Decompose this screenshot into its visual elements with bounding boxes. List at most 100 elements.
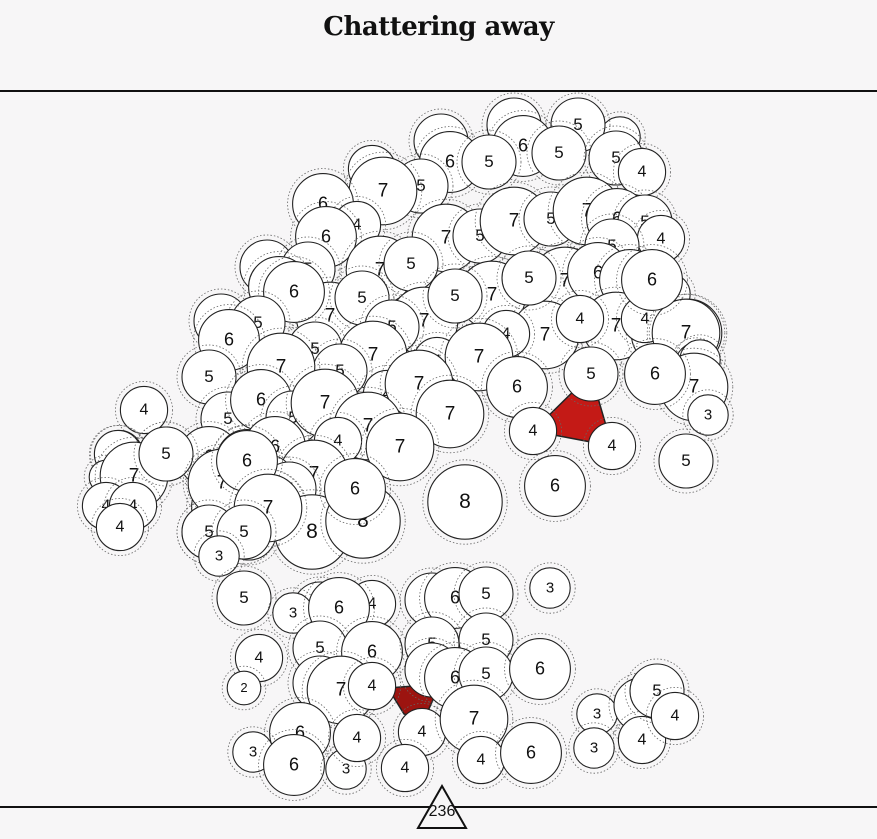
bubble-label: 4	[353, 217, 362, 234]
bubble-label: 6	[256, 389, 266, 409]
bubble-label: 5	[406, 254, 415, 273]
bubble-label: 7	[263, 498, 274, 519]
bubble-label: 5	[681, 451, 690, 470]
bubble-halo	[524, 562, 576, 614]
bubble-label: 4	[418, 724, 427, 741]
bubble-node: 5	[653, 428, 719, 494]
bubble-halo	[496, 245, 562, 311]
bubble-halo	[646, 687, 705, 746]
bubble-circle	[587, 421, 637, 471]
bubble-circle	[563, 346, 619, 402]
bubble-label: 7	[445, 404, 456, 425]
bubble-label: 4	[638, 732, 647, 749]
bubble-halo	[495, 717, 567, 789]
bubble-halo	[228, 468, 308, 548]
bubble-label: 3	[593, 705, 601, 722]
bubble-halo	[519, 450, 591, 522]
bubble-label: 7	[368, 345, 379, 366]
bubble-label: 7	[469, 709, 480, 730]
bubble-halo	[613, 711, 672, 770]
bubble-label: 7	[560, 271, 571, 292]
bubble-halo	[91, 497, 150, 556]
bubble-halo	[616, 244, 688, 316]
bubble-halo	[211, 425, 283, 497]
bubble-node: 3	[568, 722, 620, 774]
bubble-label: 5	[475, 226, 484, 245]
bubble-label: 4	[638, 164, 647, 181]
bubble-circle	[95, 502, 145, 552]
bubble-label: 6	[535, 658, 545, 678]
page-number-triangle	[416, 784, 468, 829]
bubble-label: 4	[334, 433, 343, 450]
bubble-label: 5	[223, 409, 232, 428]
bubble-node: 4	[583, 416, 642, 475]
bubble-label: 5	[481, 584, 490, 603]
bubble-label: 5	[481, 630, 490, 649]
bubble-label: 7	[487, 285, 498, 306]
bubble-label: 7	[611, 316, 622, 337]
bubble-label: 7	[681, 323, 692, 344]
bubble-node: 7	[434, 679, 514, 759]
bubble-halo	[320, 743, 372, 795]
bubble-halo	[375, 739, 434, 798]
bubble-label: 7	[582, 201, 593, 222]
bubble-label: 3	[590, 739, 598, 756]
bubble-node: 4	[91, 497, 150, 556]
bubble-halo	[343, 151, 423, 231]
bubble-label: 4	[657, 231, 666, 248]
bubble-label: 7	[276, 357, 287, 378]
bubble-node: 4	[551, 289, 610, 348]
bubble-label: 4	[368, 596, 377, 613]
bubble-circle	[427, 464, 503, 540]
bubble-circle	[509, 638, 571, 700]
bubble-node: 5	[422, 263, 488, 329]
bubble-label: 6	[334, 597, 344, 617]
bubble-node: 4	[342, 657, 401, 716]
bubble-label: 7	[375, 260, 386, 281]
bubble-label: 4	[102, 498, 111, 515]
bubble-label: 3	[289, 604, 297, 621]
bubble-node: 3	[193, 530, 245, 582]
bubble-halo	[221, 665, 267, 711]
bubble-label: 8	[357, 509, 369, 532]
bubble-halo	[456, 129, 522, 195]
bubble-node: 4	[646, 687, 705, 746]
bubble-label: 3	[342, 760, 350, 777]
bubble-halo	[632, 209, 691, 268]
bubble-node: 4	[229, 629, 288, 688]
bubble-node: 4	[503, 401, 562, 460]
bubble-label: 3	[215, 547, 223, 564]
bubble-halo	[682, 389, 734, 441]
bubble-node: 4	[327, 709, 386, 768]
bubble-halo	[504, 633, 576, 705]
bubble-label: 4	[116, 519, 125, 536]
bubble-circle	[621, 249, 683, 311]
bubble-label: 7	[309, 464, 320, 485]
bubble-circle	[198, 535, 240, 577]
bubble-label: 5	[481, 664, 490, 683]
bubble-label: 7	[419, 311, 430, 332]
bubble-label: 8	[306, 520, 318, 543]
bubble-label: 6	[295, 722, 305, 742]
bubble-label: 7	[441, 228, 452, 249]
bubble-label: 6	[289, 754, 299, 774]
bubble-halo	[229, 629, 288, 688]
bubble-circle	[555, 294, 605, 344]
bubble-label: 4	[477, 752, 486, 769]
bubble-circle	[617, 715, 667, 765]
bubble-label: 8	[459, 490, 471, 513]
bubble-halo	[360, 407, 440, 487]
bubble-circle	[263, 734, 325, 796]
bubble-label: 6	[450, 667, 460, 687]
bubble-halo	[320, 478, 406, 564]
bubble-circle	[415, 379, 485, 449]
bubble-label: 7	[378, 181, 389, 202]
bubble-label: 5	[239, 522, 248, 541]
bubble-node: 5	[211, 565, 277, 631]
bubble-label: 7	[363, 416, 374, 437]
bubble-halo	[568, 722, 620, 774]
bubble-node: 4	[613, 711, 672, 770]
bubble-halo	[258, 256, 330, 328]
bubble-label: 4	[401, 760, 410, 777]
